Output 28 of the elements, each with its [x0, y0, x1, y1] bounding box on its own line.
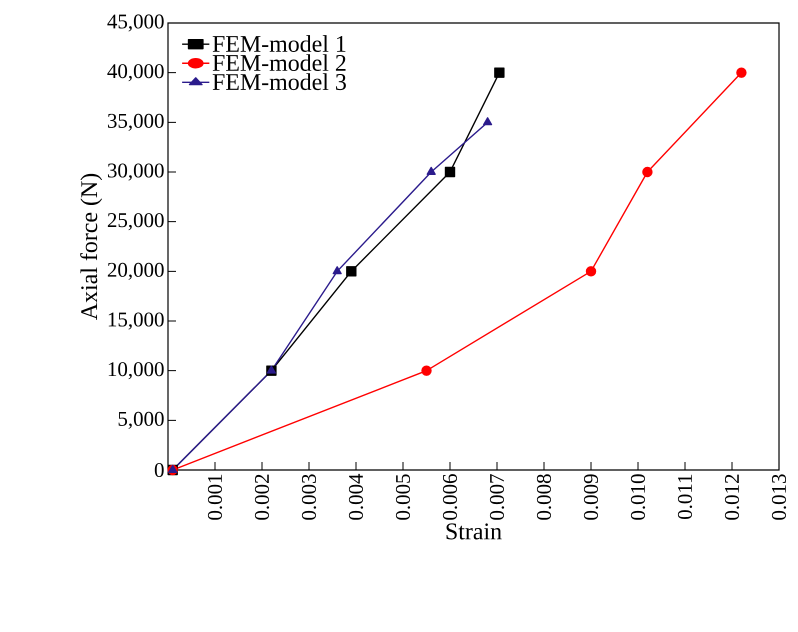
y-tick-label: 20,000 — [108, 262, 164, 280]
y-tick-label: 5,000 — [118, 412, 164, 429]
x-tick-label: 0.013 — [772, 474, 786, 520]
y-tick-label: 45,000 — [107, 14, 164, 32]
y-tick-label: 10,000 — [108, 362, 164, 380]
y-tick-label: 25,000 — [108, 213, 164, 230]
y-tick-label: 30,000 — [108, 163, 164, 181]
x-tick-label: 0.011 — [678, 474, 692, 520]
y-tick-label: 15,000 — [108, 312, 164, 330]
x-tick-label: 0.003 — [302, 474, 316, 520]
x-tick-label: 0.010 — [630, 474, 646, 520]
x-tick-label: 0.009 — [584, 474, 598, 520]
y-tick-label: 0 — [154, 462, 164, 478]
x-tick-label: 0.007 — [490, 474, 504, 520]
x-tick-label: 0.005 — [396, 474, 410, 520]
x-tick-label: 0.006 — [442, 474, 458, 520]
y-tick-label: 35,000 — [108, 114, 164, 131]
legend-label: FEM-model 2 — [212, 54, 346, 72]
y-axis-title: Axial force (N) — [80, 174, 102, 320]
y-tick-label: 40,000 — [107, 64, 164, 82]
x-tick-label: 0.001 — [208, 474, 222, 520]
x-tick-label: 0.004 — [348, 474, 364, 520]
x-axis-title: Strain — [446, 523, 502, 540]
legend-label: FEM-model 1 — [212, 35, 346, 52]
x-tick-label: 0.002 — [254, 474, 270, 520]
x-tick-label: 0.012 — [724, 474, 740, 520]
legend-label: FEM-model 3 — [212, 73, 346, 90]
x-tick-label: 0.008 — [536, 474, 552, 520]
